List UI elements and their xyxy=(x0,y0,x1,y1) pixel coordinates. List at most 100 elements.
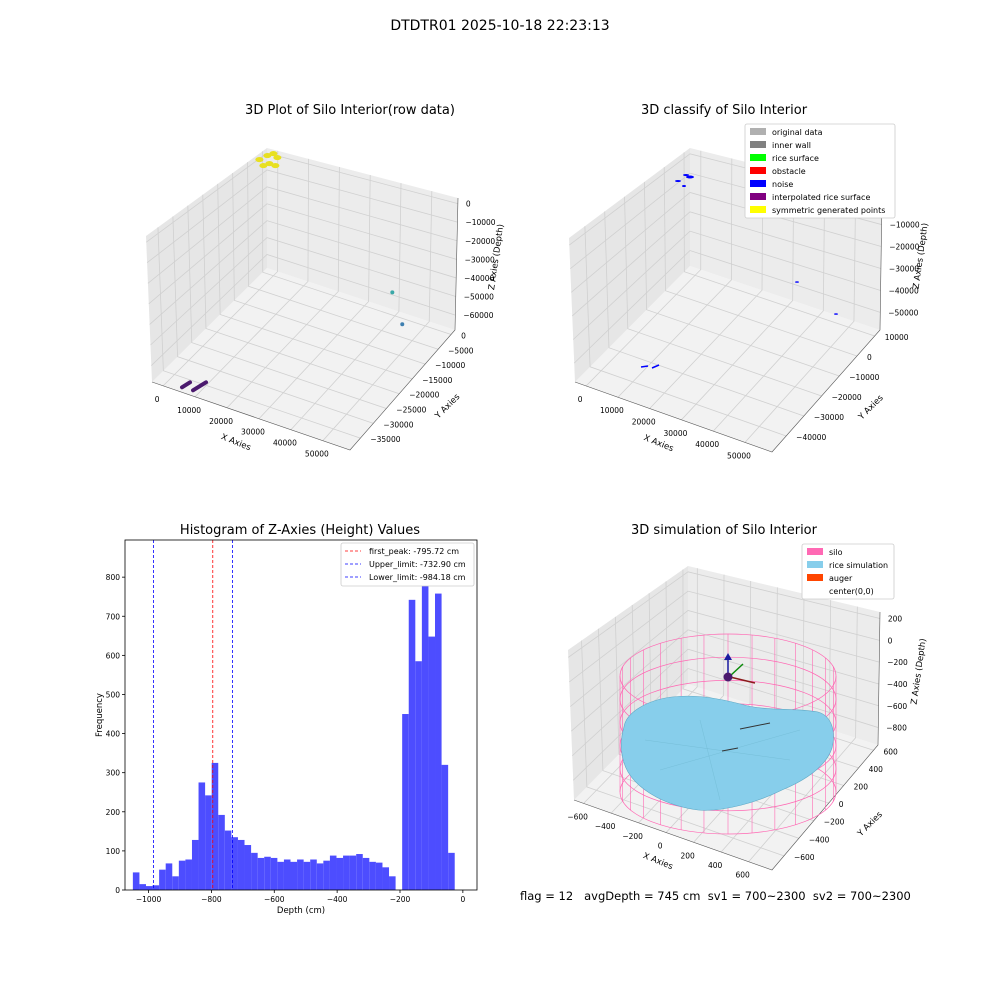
histogram-bar xyxy=(277,861,284,890)
histogram-bar xyxy=(428,636,436,890)
p4-z-tick-label: 200 xyxy=(888,615,903,624)
p4-legend-swatch xyxy=(807,548,823,555)
p2-noise-point xyxy=(682,185,686,187)
p1-x-tick-label: 10000 xyxy=(177,406,201,415)
histogram-y-tick-label: 800 xyxy=(106,573,121,582)
center-z-arrow-head xyxy=(724,653,732,660)
p2-y-tick-label: −30000 xyxy=(814,413,844,422)
p2-z-tick-label: −20000 xyxy=(889,243,919,252)
histogram-bar xyxy=(336,857,344,890)
histogram-bar xyxy=(152,885,160,890)
p4-legend-label: auger xyxy=(829,574,853,583)
p1-data-point xyxy=(271,162,280,169)
p1-y-tick-label: −25000 xyxy=(396,406,426,415)
p1-data-point xyxy=(265,160,274,167)
p1-back-pane xyxy=(267,148,458,330)
p1-z-tick-label: −30000 xyxy=(465,255,495,264)
histogram-x-tick-label: 0 xyxy=(460,895,465,904)
p4-z-tick-label: 0 xyxy=(888,636,893,645)
p2-y-tick-label: −40000 xyxy=(796,433,826,442)
p1-z-tick-label: 0 xyxy=(466,200,471,209)
p1-y-tick-label: −30000 xyxy=(383,420,413,429)
p4-y-tick-label: 400 xyxy=(869,765,884,774)
p2-noise-point xyxy=(683,174,689,176)
p2-axis-lines xyxy=(574,195,883,453)
histogram-bar xyxy=(356,854,363,890)
p2-y-grid xyxy=(683,152,875,337)
histogram-y-tick-label: 200 xyxy=(106,808,121,817)
p1-y-grid xyxy=(172,216,374,424)
panel1-title: 3D Plot of Silo Interior(row data) xyxy=(245,103,455,118)
p4-z-grid xyxy=(571,648,879,757)
p4-y-tick-label: 600 xyxy=(884,747,899,756)
p4-z-tick-label: −800 xyxy=(886,724,907,733)
histogram-bar xyxy=(290,861,298,890)
histogram-bar xyxy=(375,862,383,890)
histogram-bar xyxy=(283,859,291,890)
p1-data-point xyxy=(255,156,264,163)
p1-y-grid xyxy=(232,172,426,365)
p2-x-tick-label: 20000 xyxy=(632,418,656,427)
histogram-bar xyxy=(257,857,265,890)
p2-z-grid xyxy=(573,250,881,364)
rice-simulation-surface xyxy=(621,695,834,811)
p1-x-grid xyxy=(162,150,279,387)
histogram-bar xyxy=(191,839,199,890)
histogram-bar xyxy=(145,886,153,890)
p2-z-grid xyxy=(571,192,882,293)
p4-y-grid xyxy=(598,628,800,839)
p4-back-pane xyxy=(688,566,880,745)
p1-y-tick-label: −20000 xyxy=(409,391,439,400)
p2-noise-point xyxy=(686,175,694,179)
p1-x-grid xyxy=(290,183,402,430)
histogram-legend-label: first_peak: -795.72 cm xyxy=(369,547,459,556)
histogram-y-tick-label: 300 xyxy=(106,769,121,778)
histogram-bar xyxy=(159,869,166,890)
p2-y-grid xyxy=(624,196,822,397)
p1-z-tick-label: −20000 xyxy=(465,237,495,246)
p2-y-grid xyxy=(604,211,805,417)
p4-x-tick-label: −200 xyxy=(622,832,643,841)
p1-y-tick-label: −15000 xyxy=(422,376,452,385)
p2-x-tick-label: 30000 xyxy=(664,429,688,438)
p1-data-point xyxy=(259,162,268,169)
p2-y-tick-label: −20000 xyxy=(832,393,862,402)
p1-data-point xyxy=(400,322,405,327)
p1-x-grid xyxy=(226,166,340,409)
histogram-bar xyxy=(165,863,173,890)
p2-legend-label: interpolated rice surface xyxy=(772,193,870,202)
histogram-bar xyxy=(389,876,396,890)
histogram-bar xyxy=(185,859,192,890)
histogram-y-tick-label: 500 xyxy=(106,690,121,699)
p1-data-point xyxy=(273,154,282,161)
p1-z-tick-label: −60000 xyxy=(463,311,493,320)
histogram-bar xyxy=(408,599,416,890)
histogram-bar xyxy=(316,863,324,890)
p1-z-tick-label: −50000 xyxy=(464,293,494,302)
rice-surface-ridge xyxy=(721,747,739,752)
p1-floor-pane xyxy=(152,268,455,450)
p4-x-tick-label: −600 xyxy=(567,812,588,821)
p1-data-point xyxy=(180,380,193,390)
histogram-x-tick-label: −600 xyxy=(264,895,285,904)
histogram-bar xyxy=(218,814,225,890)
histogram-bar xyxy=(211,762,219,890)
panel4-title: 3D simulation of Silo Interior xyxy=(631,523,817,538)
histogram-bar xyxy=(237,839,245,890)
p1-z-grid xyxy=(147,186,458,284)
p2-legend-box xyxy=(744,123,896,219)
p4-z-tick-label: −200 xyxy=(887,658,908,667)
p4-z-tick-label: −400 xyxy=(887,680,908,689)
center-y-arrow xyxy=(729,663,744,677)
p1-z-tick-label: −40000 xyxy=(464,274,494,283)
histogram-x-tick-label: −400 xyxy=(327,895,348,904)
histogram-legend-label: Upper_limit: -732.90 cm xyxy=(369,560,466,569)
p1-y-grid xyxy=(202,194,400,395)
p2-x-tick-label: 0 xyxy=(578,395,583,404)
p2-legend-swatch xyxy=(750,180,766,187)
p1-y-grid xyxy=(262,151,452,335)
histogram-bar xyxy=(303,861,311,890)
p4-legend-box xyxy=(801,543,895,600)
p4-x-tick-label: 600 xyxy=(735,871,750,880)
